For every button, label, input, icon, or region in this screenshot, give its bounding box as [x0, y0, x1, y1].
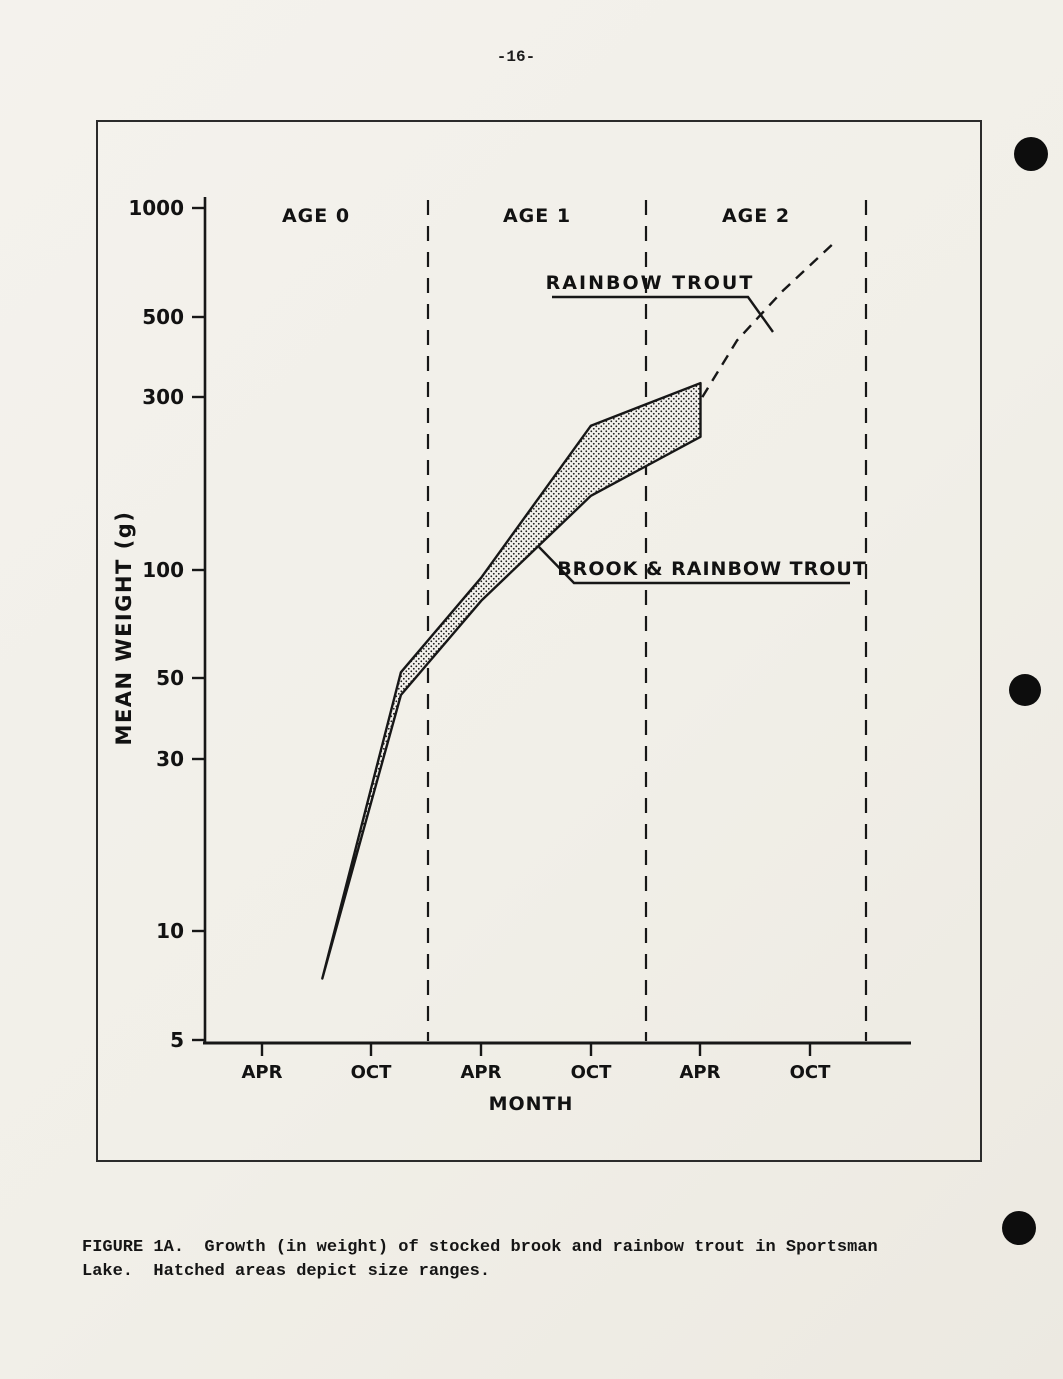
rainbow-trout-leader-line [552, 295, 774, 333]
x-tick-label: APR [680, 1062, 721, 1083]
page-number: -16- [496, 48, 536, 66]
y-tick-label: 50 [156, 666, 184, 690]
size-range-band [321, 381, 702, 980]
hole-punch-mark [1009, 674, 1041, 706]
y-tick-label: 5 [170, 1028, 184, 1052]
y-tick-label: 1000 [128, 196, 184, 220]
y-tick-label: 30 [156, 747, 184, 771]
rainbow-projection-line [701, 242, 835, 398]
age-label: AGE 1 [503, 205, 571, 227]
figure-caption-line1: FIGURE 1A. Growth (in weight) of stocked… [82, 1238, 878, 1257]
x-tick-label: APR [242, 1062, 283, 1083]
rainbow-trout-label: RAINBOW TROUT [546, 272, 755, 294]
x-tick-label: OCT [571, 1062, 613, 1083]
y-tick-label: 300 [142, 385, 184, 409]
y-axis-title: MEAN WEIGHT (g) [112, 511, 136, 746]
brook-trout-leader-line [538, 546, 850, 585]
x-tick-label: OCT [790, 1062, 832, 1083]
y-tick-label: 10 [156, 919, 184, 943]
x-tick-label: OCT [351, 1062, 393, 1083]
y-tick-label: 500 [142, 305, 184, 329]
brook-trout-label: BROOK & RAINBOW TROUT [557, 558, 867, 580]
age-label: AGE 0 [282, 205, 350, 227]
figure-frame [96, 120, 982, 1162]
figure-caption: FIGURE 1A. Growth (in weight) of stocked… [82, 1236, 1002, 1284]
y-tick-label: 100 [142, 558, 184, 582]
x-axis-title: MONTH [489, 1093, 574, 1115]
hole-punch-mark [1002, 1211, 1036, 1245]
x-tick-label: APR [461, 1062, 502, 1083]
hole-punch-mark [1014, 137, 1048, 171]
series-layer [321, 242, 835, 980]
figure-caption-line2: Lake. Hatched areas depict size ranges. [82, 1262, 491, 1281]
age-label: AGE 2 [722, 205, 790, 227]
